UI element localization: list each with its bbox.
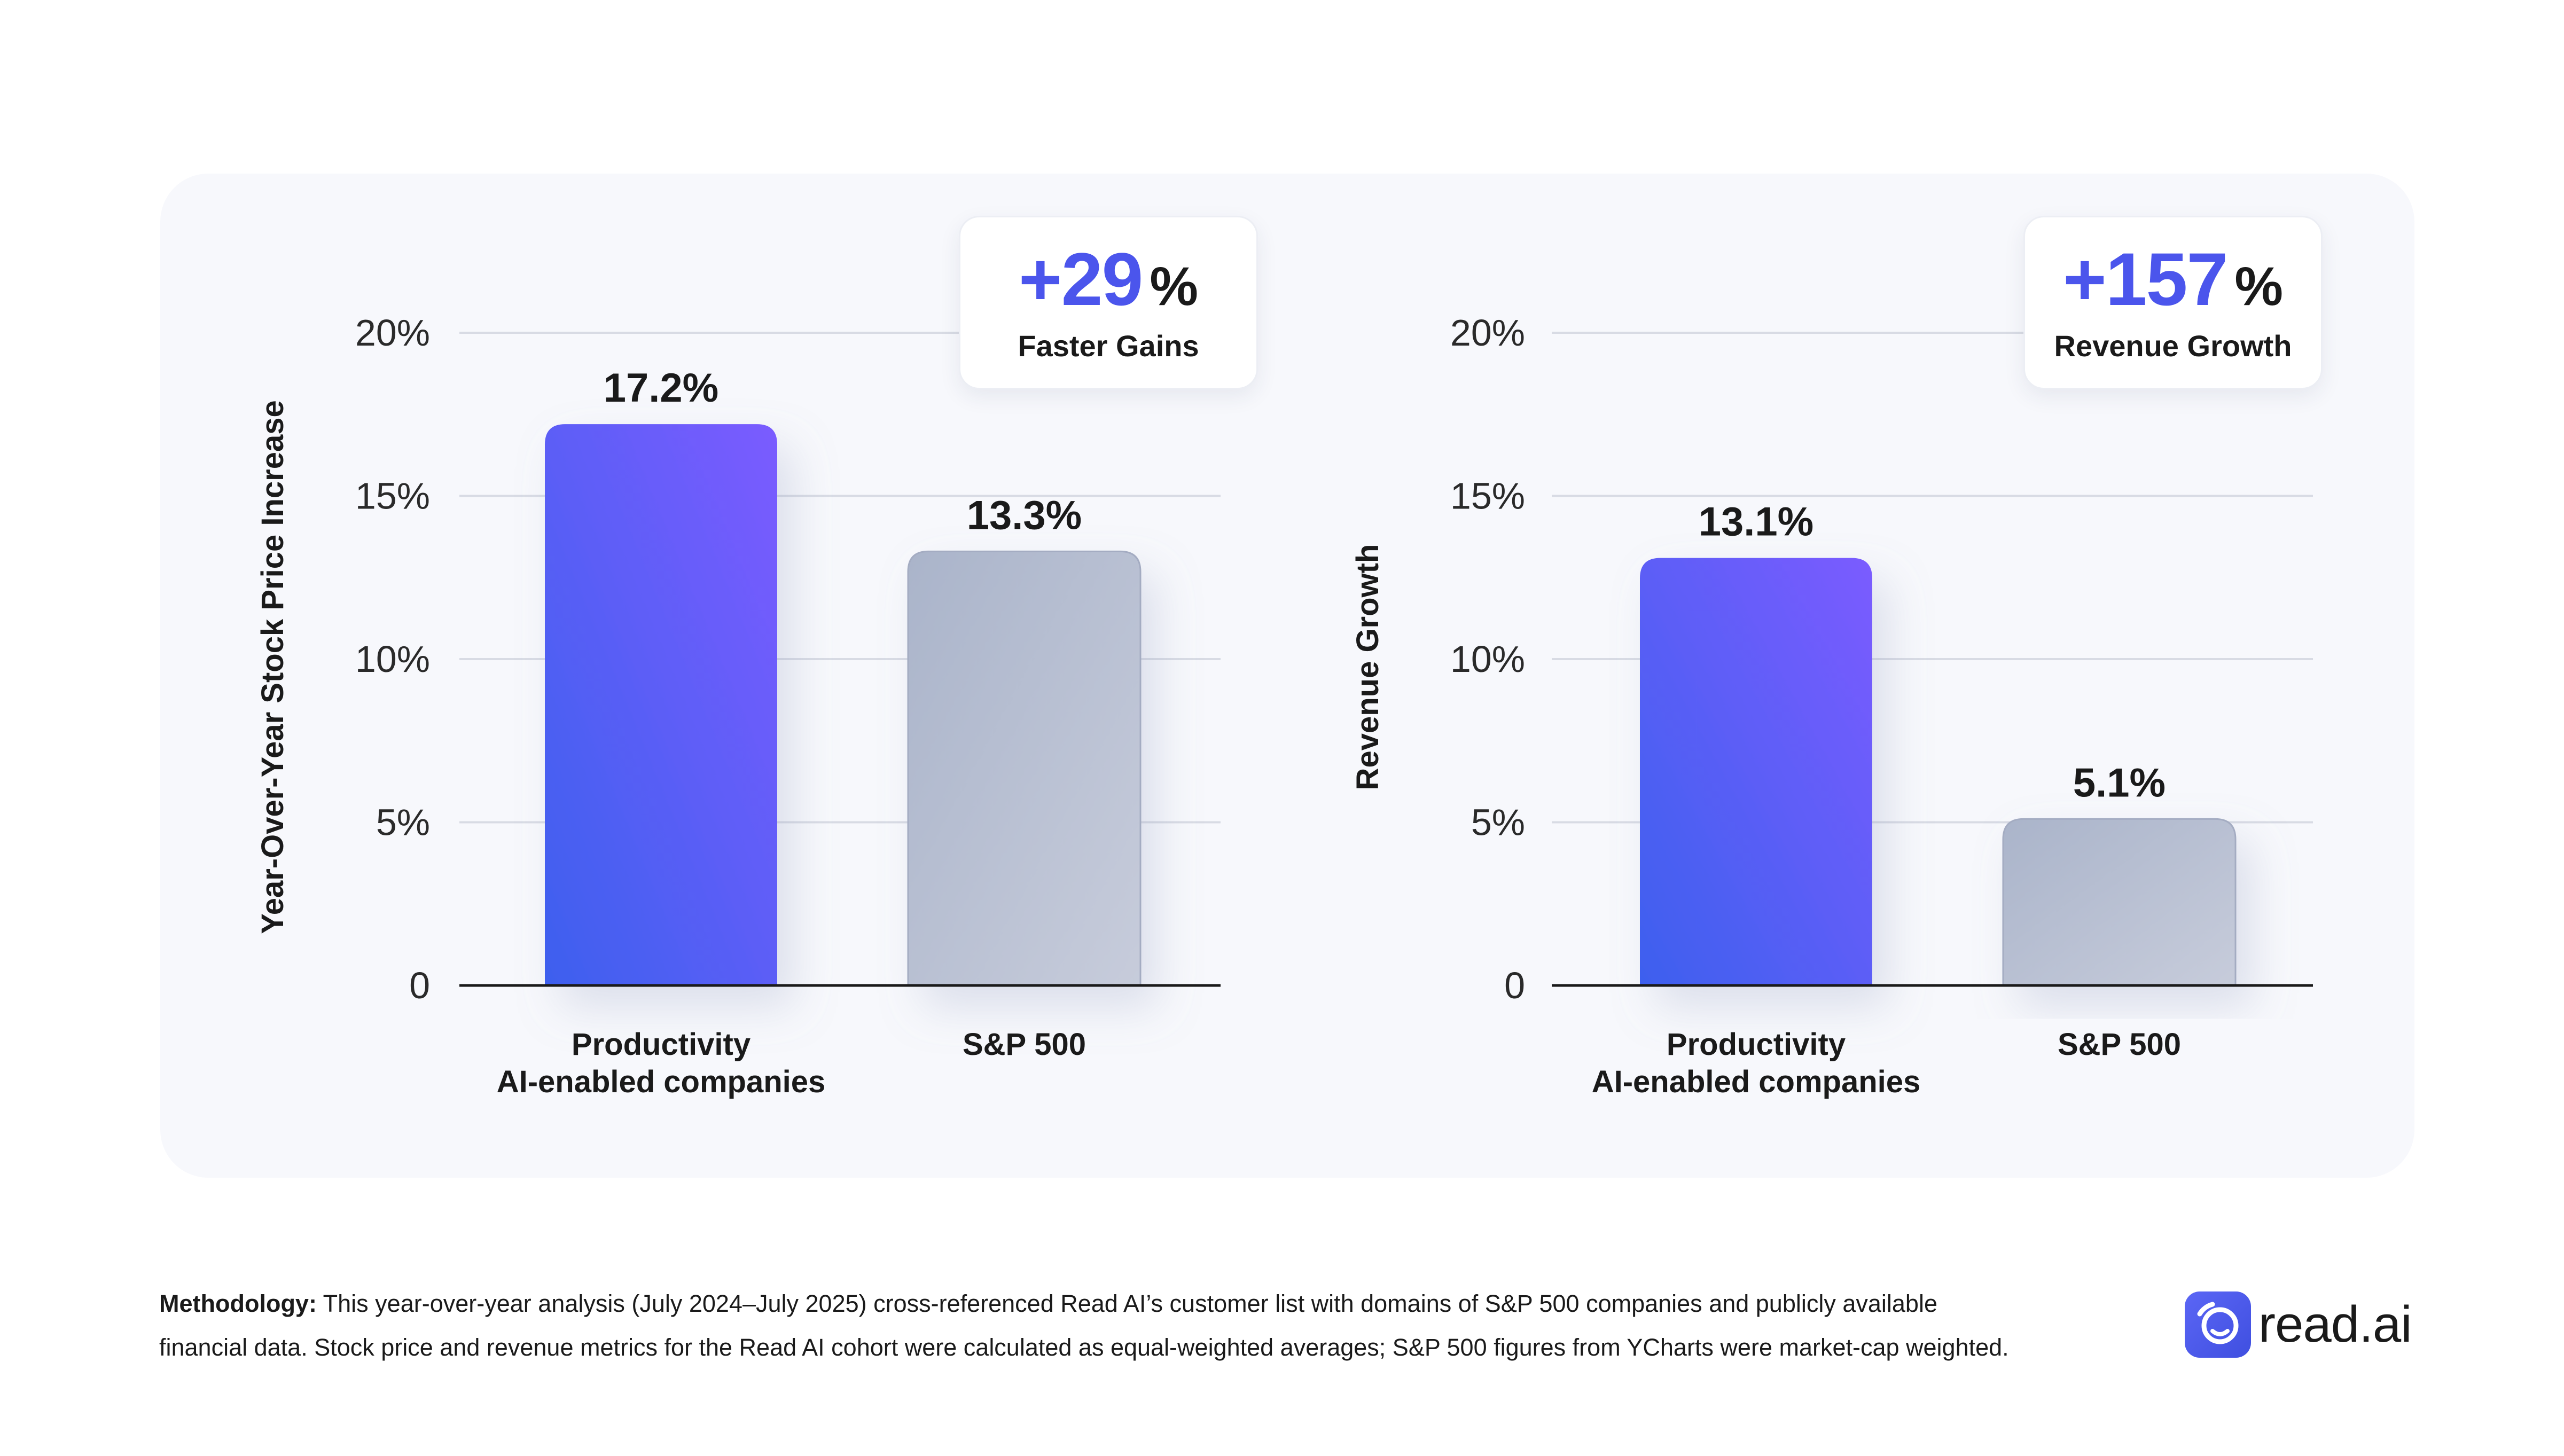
bar-ai-enabled [545, 424, 777, 985]
stat-card-faster-gains: +29 % Faster Gains [959, 216, 1258, 389]
y-tick-label: 10% [1450, 638, 1525, 680]
stat-label-revenue-growth: Revenue Growth [2054, 329, 2292, 363]
chart-revenue-growth: 0 5% 10% 15% 20% 13.1% ProductivityAI-enabled … [1350, 312, 2313, 1099]
stat-unit-faster-gains: % [1150, 256, 1199, 317]
brand-name: read.ai [2258, 1296, 2412, 1353]
y-tick-label: 15% [1450, 475, 1525, 517]
stat-value-faster-gains: +29 [1018, 237, 1143, 321]
stat-value-revenue-growth: +157 [2062, 237, 2228, 321]
y-tick-label: 20% [355, 312, 430, 354]
y-tick-label: 5% [376, 802, 430, 843]
bar-sp500 [907, 550, 1142, 987]
chart-stock-price: 0 5% 10% 15% 20% 17.2% ProductivityAI-enabled … [255, 312, 1221, 1099]
y-tick-label: 15% [355, 475, 430, 517]
x-category-label: AI-enabled companies [497, 1064, 826, 1099]
stat-card-revenue-growth: +157 % Revenue Growth [2023, 216, 2323, 389]
x-category-label: Productivity [1667, 1027, 1846, 1062]
brand-logo: read.ai [2185, 1291, 2412, 1358]
y-tick-label: 0 [409, 965, 430, 1006]
data-label: 5.1% [2073, 760, 2166, 805]
methodology-line-1: This year-over-year analysis (July 2024–… [323, 1290, 1937, 1317]
x-category-label: AI-enabled companies [1592, 1064, 1921, 1099]
x-category-label: S&P 500 [2058, 1027, 2181, 1062]
y-tick-label: 0 [1504, 965, 1525, 1006]
data-label: 13.3% [967, 492, 1082, 538]
y-tick-label: 5% [1471, 802, 1525, 843]
read-ai-logo-icon [2185, 1291, 2251, 1358]
y-tick-label: 20% [1450, 312, 1525, 354]
methodology-label: Methodology: [159, 1290, 317, 1317]
data-label: 13.1% [1699, 499, 1814, 545]
y-axis-label: Year-Over-Year Stock Price Increase [255, 400, 290, 934]
y-tick-label: 10% [355, 638, 430, 680]
y-axis-label: Revenue Growth [1350, 544, 1385, 790]
x-category-label: S&P 500 [963, 1027, 1086, 1062]
stat-label-faster-gains: Faster Gains [1018, 329, 1199, 363]
methodology-line-2: financial data. Stock price and revenue … [159, 1334, 2009, 1361]
bar-ai-enabled [1640, 558, 1872, 985]
methodology-note: Methodology: This year-over-year analysi… [159, 1282, 2136, 1369]
data-label: 17.2% [604, 365, 719, 411]
bar-sp500 [2002, 818, 2237, 987]
stat-unit-revenue-growth: % [2234, 256, 2284, 317]
x-category-label: Productivity [572, 1027, 751, 1062]
